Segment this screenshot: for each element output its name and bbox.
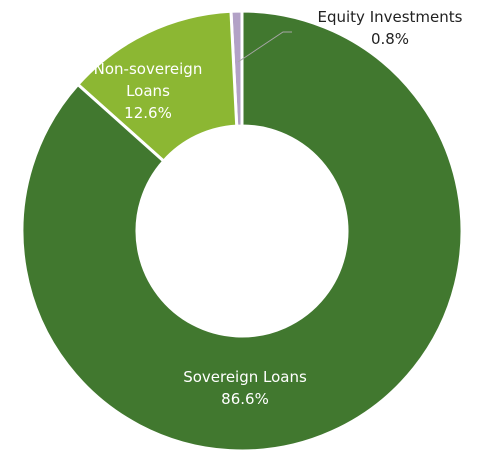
leader-line: [237, 31, 292, 63]
value-label: 86.6%: [221, 390, 269, 408]
slice: [20, 9, 464, 452]
slice: [75, 9, 239, 164]
value-label: 0.8%: [370, 30, 410, 48]
category-label: Non-sovereign Loans: [93, 60, 203, 100]
category-label: Equity Investments: [317, 8, 463, 26]
slice-label: Equity Investments 0.8%: [290, 6, 490, 50]
category-label: Sovereign Loans: [183, 368, 307, 386]
slice-label: Sovereign Loans 86.6%: [145, 366, 345, 410]
value-label: 12.6%: [124, 104, 172, 122]
slice-label: Non-sovereign Loans 12.6%: [92, 58, 204, 124]
